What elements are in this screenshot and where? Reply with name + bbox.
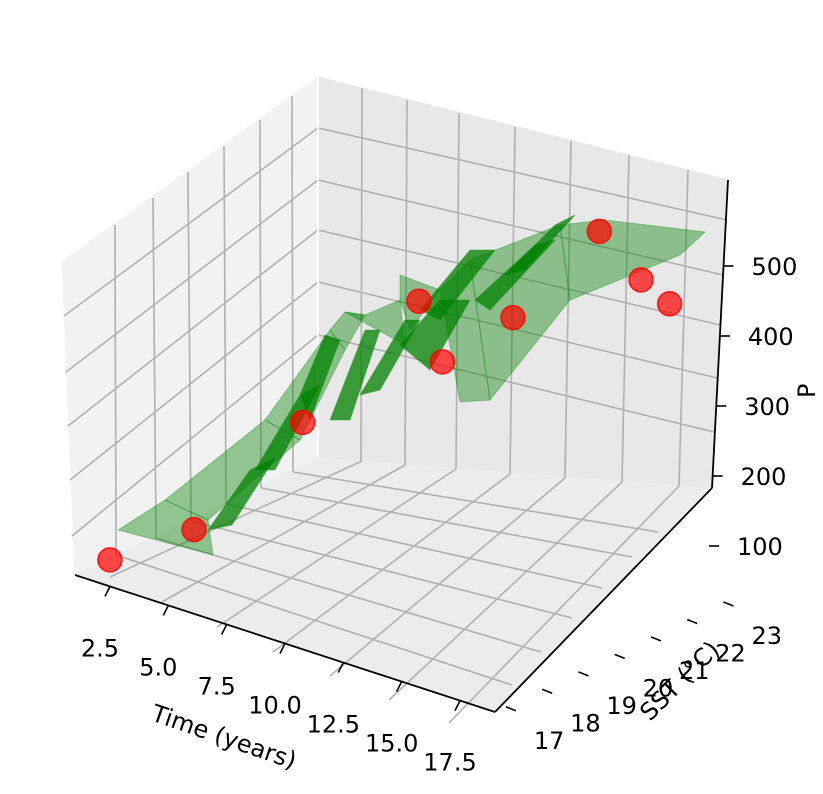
z-axis-line: [711, 179, 729, 489]
scatter-point: [289, 409, 316, 436]
scatter-point: [656, 291, 683, 317]
y-tick-label: 19: [606, 692, 637, 720]
scatter-points: [97, 218, 683, 573]
grid-line: [65, 179, 319, 373]
tick-mark: [505, 706, 517, 712]
z-tick-label: 400: [748, 323, 794, 351]
z-axis-title: P: [793, 384, 821, 398]
z-tick-labels: 100 200 300 400 500: [708, 253, 798, 561]
grid-line: [678, 169, 689, 487]
grid-line: [114, 224, 117, 556]
grid-line: [225, 503, 603, 589]
scatter-point: [406, 288, 432, 314]
scatter-point: [181, 516, 207, 543]
tick-mark: [395, 681, 403, 692]
scatter-point: [97, 547, 123, 573]
grid-line: [292, 471, 659, 533]
surface-strip: [344, 299, 406, 346]
grid-line: [67, 229, 319, 427]
surface-fold: [358, 319, 421, 396]
grid-lines: [63, 87, 728, 724]
surface-folds: [206, 214, 576, 531]
surface-fold: [399, 299, 471, 371]
tick-mark: [578, 671, 589, 677]
scatter-point: [500, 304, 526, 331]
y-tick-label: 17: [534, 727, 565, 755]
x-tick-label: 10.0: [248, 692, 301, 720]
grid-line: [161, 464, 406, 603]
grid-line: [260, 487, 633, 558]
x-tick-label: 12.5: [307, 711, 360, 739]
grid-line: [621, 154, 630, 483]
grid-line: [155, 537, 542, 653]
grid-line: [190, 520, 573, 619]
z-tick-label: 200: [741, 463, 787, 491]
grid-line: [272, 473, 511, 653]
surface-fold: [503, 214, 576, 276]
grid-line: [388, 481, 623, 701]
y-tick-label: 23: [751, 622, 782, 650]
surface-strip: [164, 419, 301, 521]
scatter-point: [628, 267, 654, 293]
grid-line: [63, 127, 319, 317]
grid-line: [187, 171, 192, 522]
tick-mark: [279, 643, 286, 654]
grid-line: [317, 127, 728, 221]
tick-mark: [454, 700, 461, 711]
tick-mark: [541, 688, 553, 695]
grid-line: [360, 87, 363, 462]
tick-mark: [104, 586, 111, 597]
tick-mark: [650, 636, 662, 642]
grid-line: [317, 334, 715, 433]
z-tick-label: 100: [737, 533, 783, 561]
grid-line: [69, 281, 319, 481]
x-tick-labels: 2.5 5.0 7.5 10.012.515.017.5: [81, 586, 477, 777]
grid-line: [109, 460, 363, 578]
x-tick-label: 2.5: [81, 634, 119, 662]
grid-line: [115, 554, 513, 686]
y-axis-line: [494, 487, 713, 713]
grid-line: [152, 197, 157, 539]
grid-line: [223, 145, 227, 505]
tick-mark: [723, 601, 734, 607]
z-tick-label: 500: [752, 253, 798, 281]
grid-line: [448, 485, 680, 724]
grid-line: [404, 99, 408, 466]
y-tick-label: 18: [570, 709, 601, 737]
z-tick-label: 300: [744, 393, 790, 421]
x-tick-label: 5.0: [139, 653, 177, 681]
tick-mark: [614, 653, 625, 660]
y-tick-label: 21: [679, 657, 710, 685]
x-tick-label: 17.5: [423, 749, 476, 777]
scatter-point: [429, 349, 456, 375]
grid-line: [564, 140, 572, 479]
tick-mark: [220, 624, 228, 635]
x-tick-label: 15.0: [365, 730, 418, 758]
y-tick-label: 22: [715, 639, 746, 667]
grid-line: [317, 179, 724, 276]
surface-fold: [329, 329, 381, 421]
grid-line: [259, 119, 262, 489]
grid-line: [509, 126, 516, 475]
axis-panes: [61, 76, 729, 713]
grid-line: [71, 334, 319, 537]
x-tick-label: 7.5: [198, 672, 236, 700]
grid-line: [317, 281, 718, 379]
tick-mark: [337, 662, 345, 673]
tick-mark: [162, 605, 170, 616]
scatter-point: [586, 218, 613, 245]
y-tick-label: 20: [643, 674, 674, 702]
surface-fold: [419, 249, 497, 321]
tick-mark: [686, 618, 698, 625]
